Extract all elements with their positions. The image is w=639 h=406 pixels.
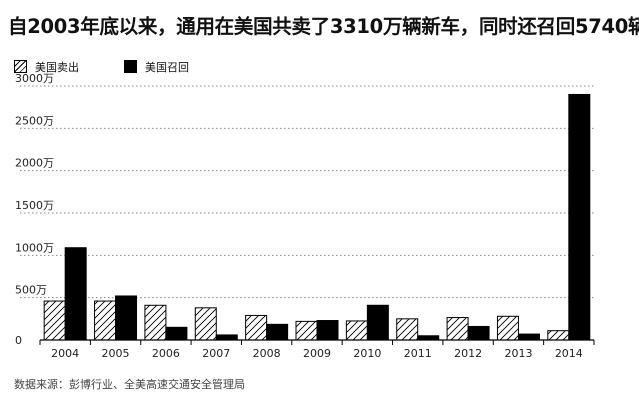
y-tick-label: 1500万 [15,199,54,212]
y-tick-label: 2500万 [15,114,54,127]
bars [43,93,591,341]
bar-sold-2012 [446,317,469,341]
bar-recalled-2010 [366,304,389,341]
bar-sold-2008 [245,314,268,341]
y-tick-label: 3000万 [15,72,54,85]
bar-sold-2011 [396,318,419,341]
bar-recalled-2014 [568,93,591,341]
x-tick-label: 2004 [51,347,79,360]
bar-sold-2005 [94,300,117,341]
bar-recalled-2006 [165,326,188,341]
y-tick-label: 500万 [15,284,47,297]
bar-sold-2013 [496,315,519,341]
bar-recalled-2009 [316,320,339,341]
x-tick-label: 2011 [404,347,432,360]
y-tick-label: 2000万 [15,157,54,170]
source-note: 数据来源：彭博行业、全美高速交通安全管理局 [14,378,245,391]
bar-sold-2010 [345,320,368,341]
x-tick-label: 2014 [555,347,583,360]
bar-recalled-2007 [215,334,238,341]
legend-swatch-sold [14,60,27,73]
legend-label-sold: 美国卖出 [35,61,79,74]
chart-title: 自2003年底以来，通用在美国共卖了3310万辆新车，同时还召回5740辆 [8,15,639,38]
legend-swatch-recalled [124,60,137,73]
x-tick-label: 2008 [253,347,281,360]
x-tick-label: 2012 [454,347,482,360]
x-tick-label: 2013 [504,347,532,360]
bar-recalled-2005 [115,295,138,341]
x-tick-label: 2005 [102,347,130,360]
grid-lines [20,85,594,299]
x-tick-label: 2006 [152,347,180,360]
legend-label-recalled: 美国召回 [145,61,189,74]
bar-sold-2009 [295,320,318,341]
bar-sold-2004 [43,300,66,341]
y-tick-label: 0 [15,334,22,347]
bar-sold-2014 [547,330,570,341]
y-tick-label: 1000万 [15,241,54,254]
bar-recalled-2013 [517,333,540,341]
bar-sold-2006 [144,304,167,341]
bar-sold-2007 [194,307,217,341]
bar-recalled-2008 [266,323,289,341]
x-tick-label: 2009 [303,347,331,360]
bar-recalled-2011 [417,335,440,341]
bar-recalled-2012 [467,325,490,341]
bar-recalled-2004 [64,247,87,341]
x-tick-label: 2007 [202,347,230,360]
x-tick-label: 2010 [353,347,381,360]
axes: 0 500万 1000万 1500万 2000万 2500万 3000万 2004 2005 20… [15,72,595,360]
